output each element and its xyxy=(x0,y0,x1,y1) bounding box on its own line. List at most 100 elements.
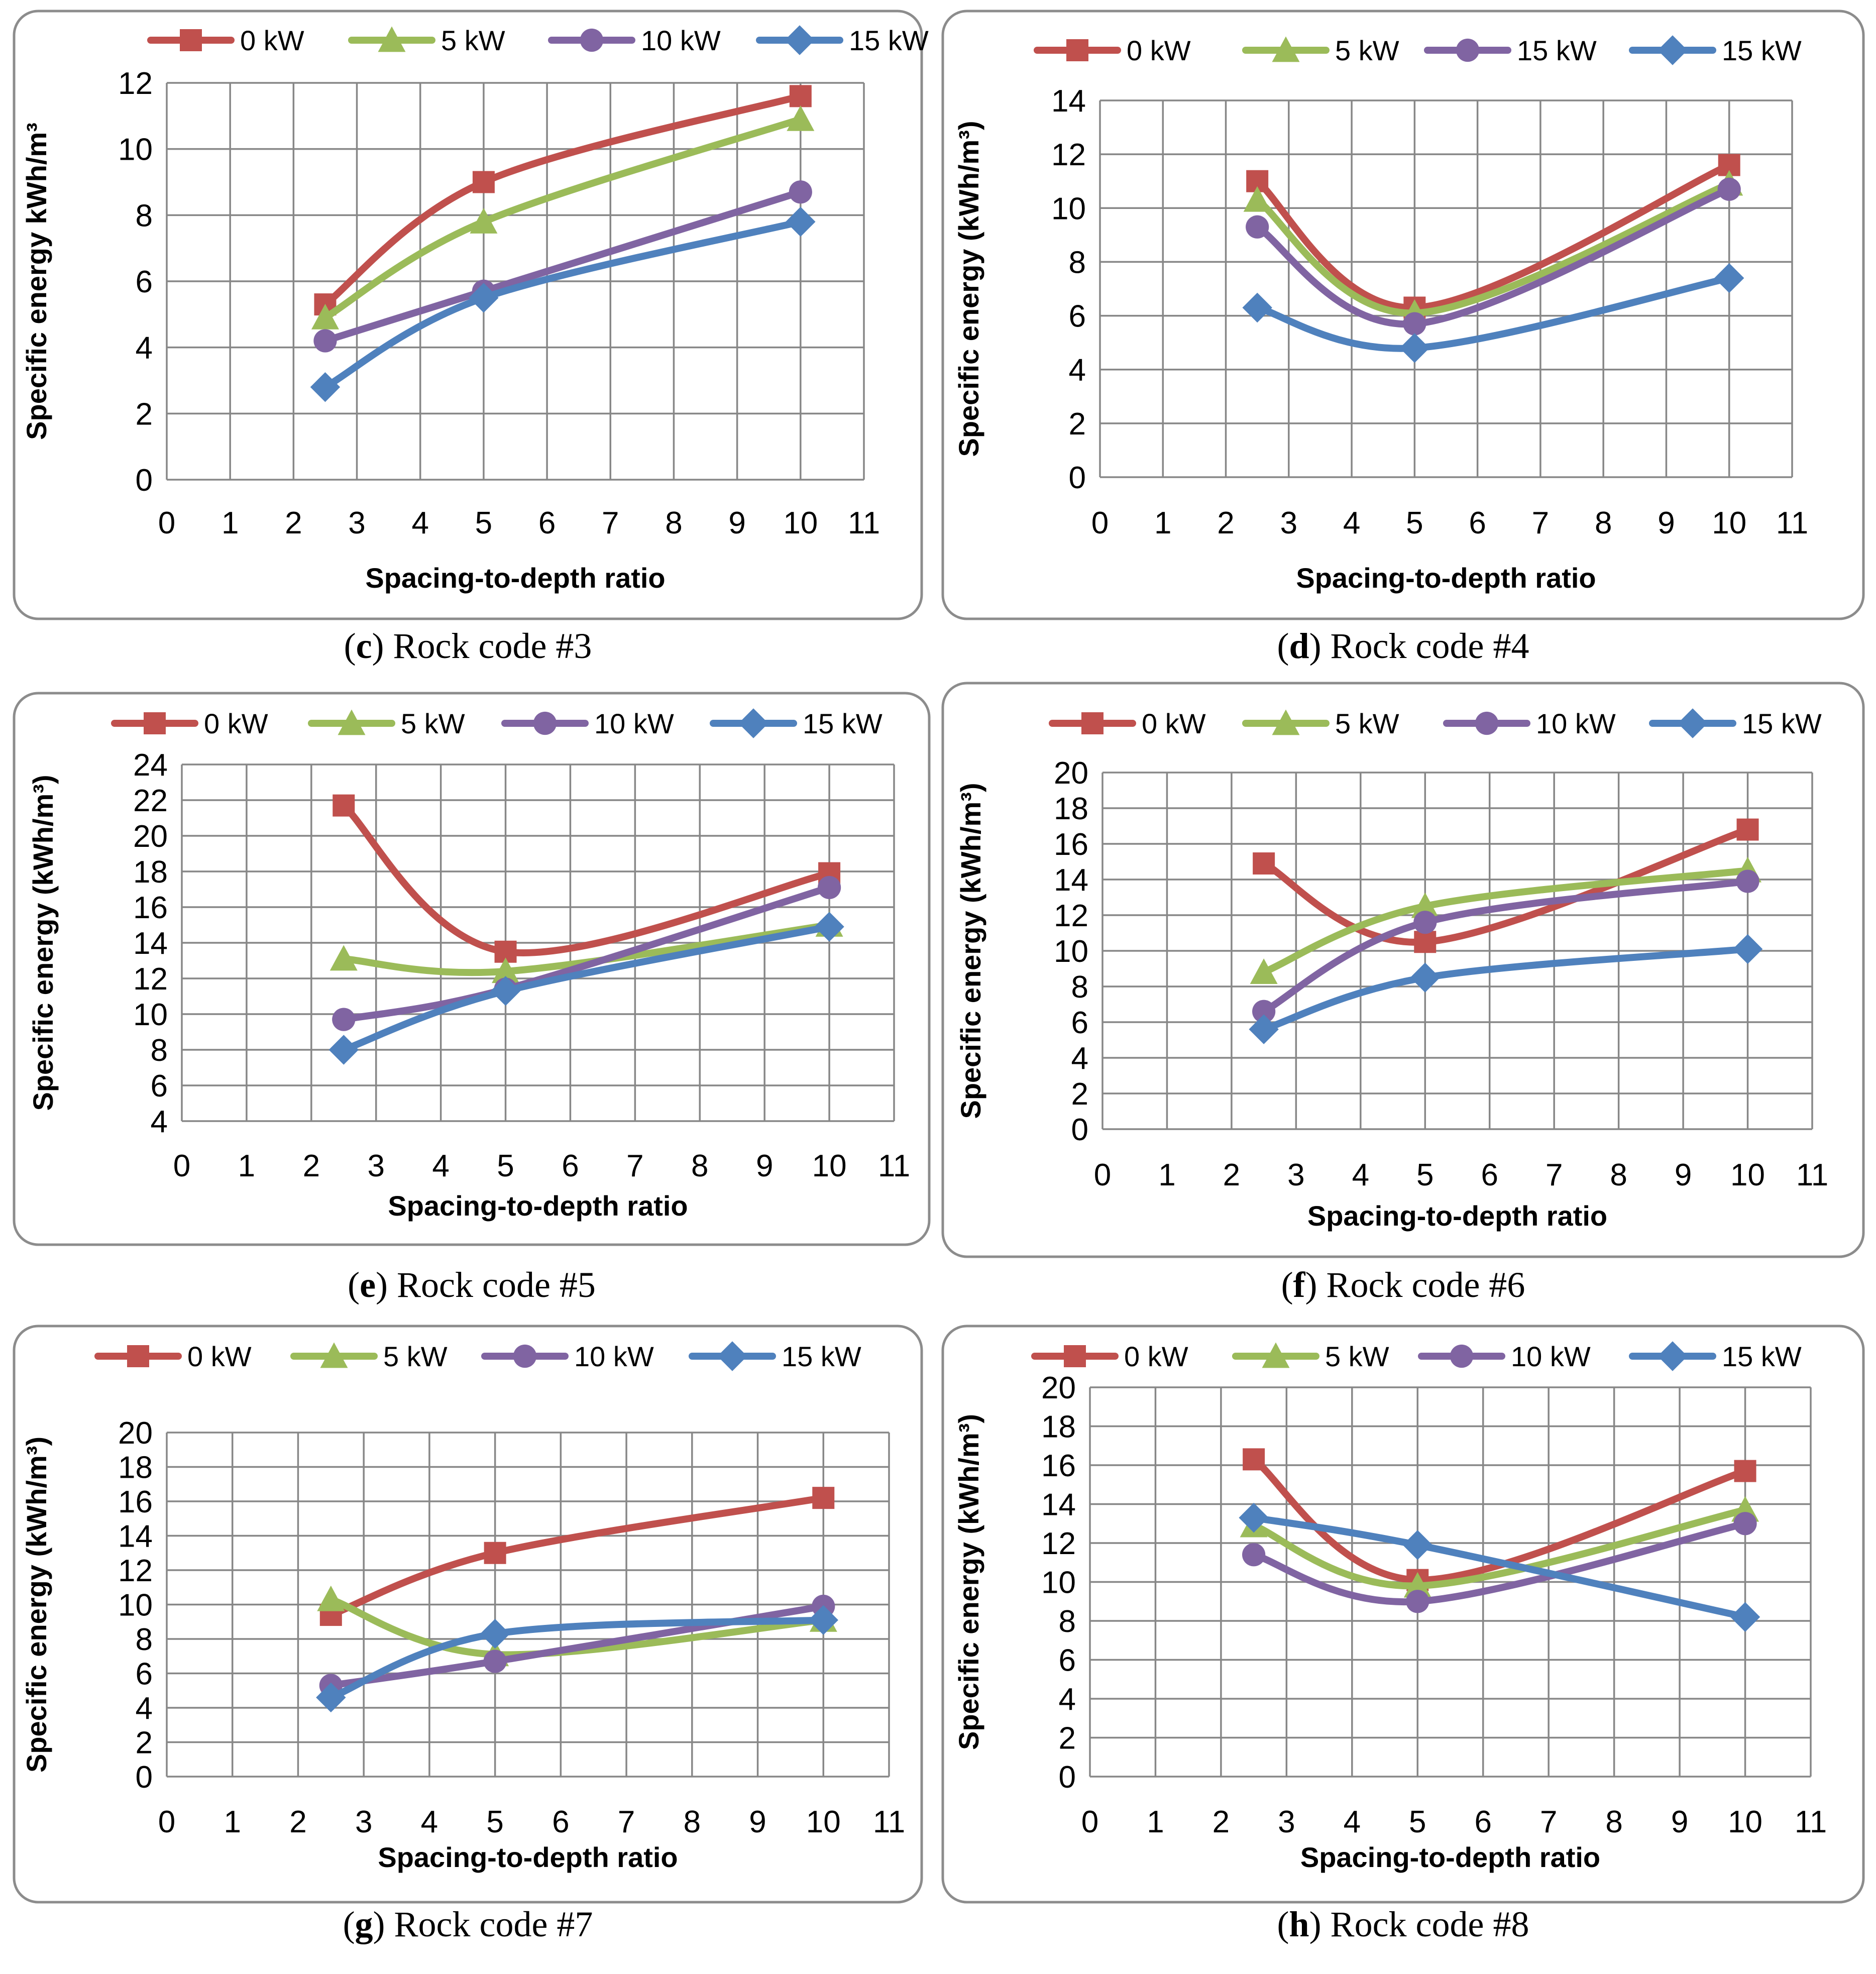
y-tick-label: 10 xyxy=(118,133,153,167)
caption-paren-open: ( xyxy=(343,1904,355,1944)
legend-label: 15 kW xyxy=(1722,1341,1802,1372)
data-point xyxy=(310,372,341,402)
panel-caption: (f) Rock code #6 xyxy=(1281,1265,1525,1305)
data-point xyxy=(1242,292,1272,323)
panel-caption: (g) Rock code #7 xyxy=(343,1904,593,1944)
x-tick-label: 8 xyxy=(1605,1805,1622,1839)
legend-label: 5 kW xyxy=(401,708,465,739)
data-point xyxy=(1714,263,1744,293)
legend-label: 10 kW xyxy=(574,1341,654,1372)
legend-marker xyxy=(1064,1345,1086,1367)
gridlines xyxy=(1101,772,1813,1130)
x-axis-title: Spacing-to-depth ratio xyxy=(388,1190,688,1222)
legend-marker xyxy=(1658,35,1688,65)
y-tick-label: 0 xyxy=(136,463,153,498)
legend-item: 0 kW xyxy=(147,25,304,56)
series-line xyxy=(1250,1456,1749,1584)
data-point xyxy=(329,945,358,971)
y-tick-label: 4 xyxy=(1071,1041,1088,1076)
data-point xyxy=(1243,1448,1265,1471)
caption-paren-close: ) xyxy=(376,1265,397,1305)
legend-marker xyxy=(338,709,366,735)
legend-item: 10 kW xyxy=(501,708,674,739)
y-tick-label: 0 xyxy=(136,1760,153,1795)
legend-marker xyxy=(580,28,604,52)
y-axis-title: Specific energy (kWh/m³) xyxy=(27,775,59,1111)
legend: 0 kW 5 kW 10 kW 15 kW xyxy=(1031,1341,1802,1372)
x-tick-label: 5 xyxy=(1416,1158,1433,1192)
legend-label: 5 kW xyxy=(1325,1341,1389,1372)
x-tick-label: 0 xyxy=(173,1149,190,1183)
x-tick-label: 10 xyxy=(783,506,818,540)
x-tick-label: 5 xyxy=(497,1149,514,1183)
y-tick-label: 4 xyxy=(151,1105,168,1139)
data-point xyxy=(472,171,495,193)
legend-label: 0 kW xyxy=(240,25,304,56)
series-1 xyxy=(311,105,815,330)
legend: 0 kW 5 kW 10 kW 15 kW xyxy=(94,1341,861,1372)
x-tick-label: 6 xyxy=(562,1149,579,1183)
x-tick-label: 2 xyxy=(289,1805,306,1839)
series-line xyxy=(327,1616,827,1701)
y-tick-label: 8 xyxy=(1071,970,1088,1005)
legend-item: 5 kW xyxy=(1242,708,1399,739)
x-tick-label: 9 xyxy=(756,1149,773,1183)
data-point xyxy=(1403,312,1426,336)
data-point xyxy=(480,1619,510,1649)
data-point xyxy=(1242,1543,1266,1567)
x-tick-label: 3 xyxy=(1287,1158,1304,1192)
x-tick-label: 7 xyxy=(626,1149,643,1183)
y-tick-label: 12 xyxy=(1051,138,1086,172)
data-point xyxy=(1413,911,1437,934)
y-tick-label: 2 xyxy=(136,397,153,431)
caption-letter: c xyxy=(356,626,372,666)
y-tick-label: 2 xyxy=(1069,407,1086,442)
legend-marker xyxy=(127,1345,149,1367)
y-tick-label: 6 xyxy=(1069,299,1086,334)
data-point xyxy=(789,85,812,107)
series-line xyxy=(1254,185,1733,328)
series-line xyxy=(1250,1514,1749,1621)
y-tick-label: 24 xyxy=(133,748,168,783)
x-tick-label: 11 xyxy=(1796,1158,1828,1192)
data-point xyxy=(814,912,844,942)
legend-label: 5 kW xyxy=(383,1341,448,1372)
data-point xyxy=(1253,852,1275,875)
legend-item: 10 kW xyxy=(1418,1341,1591,1372)
legend-marker xyxy=(1450,1344,1474,1368)
series-line xyxy=(340,921,833,976)
y-tick-label: 16 xyxy=(118,1485,153,1519)
x-axis-title: Spacing-to-depth ratio xyxy=(1296,562,1596,594)
y-tick-label: 0 xyxy=(1069,461,1086,495)
y-tick-label: 6 xyxy=(1059,1643,1076,1678)
x-tick-label: 8 xyxy=(665,506,682,540)
caption-letter: d xyxy=(1289,626,1309,666)
legend-label: 0 kW xyxy=(204,708,268,739)
x-tick-label: 1 xyxy=(1154,506,1171,540)
y-tick-label: 12 xyxy=(133,962,168,997)
x-tick-label: 0 xyxy=(1094,1158,1111,1192)
legend-label: 15 kW xyxy=(1722,35,1802,66)
series-line xyxy=(340,802,833,956)
legend-marker xyxy=(1081,712,1103,734)
legend-label: 0 kW xyxy=(1127,35,1191,66)
series-line xyxy=(1250,1506,1749,1590)
y-tick-label: 4 xyxy=(1059,1682,1076,1717)
x-tick-label: 5 xyxy=(486,1805,503,1839)
legend-label: 5 kW xyxy=(1335,35,1399,66)
x-tick-label: 3 xyxy=(348,506,365,540)
x-tick-label: 4 xyxy=(1352,1158,1369,1192)
data-point xyxy=(469,283,499,313)
legend-marker xyxy=(320,1342,348,1368)
x-tick-label: 0 xyxy=(158,506,175,540)
y-tick-label: 12 xyxy=(1054,899,1088,933)
caption-paren-open: ( xyxy=(348,1265,360,1305)
data-point xyxy=(492,957,520,983)
legend-marker xyxy=(513,1344,537,1368)
y-tick-label: 8 xyxy=(1059,1604,1076,1639)
series-line xyxy=(1260,867,1751,976)
legend-item: 0 kW xyxy=(94,1341,252,1372)
